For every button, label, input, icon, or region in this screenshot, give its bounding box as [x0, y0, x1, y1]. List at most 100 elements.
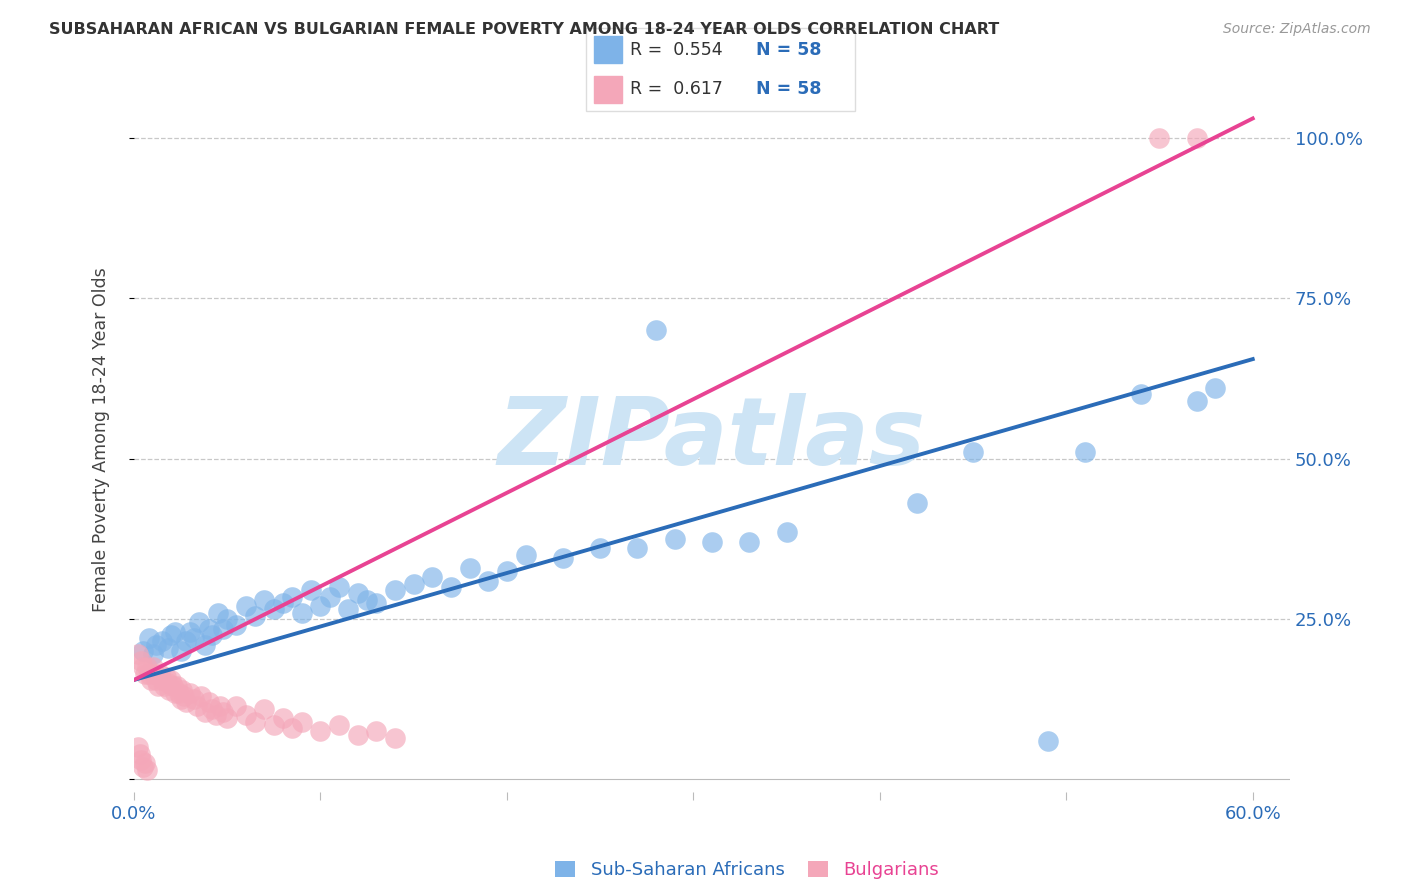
Point: [217, 711, 239, 725]
Text: N = 58: N = 58: [756, 41, 821, 59]
FancyBboxPatch shape: [586, 28, 855, 111]
Text: R =  0.617: R = 0.617: [630, 80, 723, 98]
Point: [163, 686, 186, 700]
Point: [201, 628, 224, 642]
Point: [384, 583, 406, 598]
Text: R =  0.554: R = 0.554: [630, 41, 723, 59]
Point: [235, 599, 257, 614]
Point: [645, 323, 668, 337]
Point: [309, 724, 332, 739]
Point: [440, 580, 463, 594]
Y-axis label: Female Poverty Among 18-24 Year Olds: Female Poverty Among 18-24 Year Olds: [93, 267, 110, 612]
Point: [179, 624, 201, 639]
Point: [163, 624, 186, 639]
Point: [212, 705, 235, 719]
Point: [253, 702, 276, 716]
Point: [152, 680, 174, 694]
Point: [143, 666, 166, 681]
Point: [212, 622, 235, 636]
Point: [172, 682, 194, 697]
Point: [188, 615, 211, 630]
Point: [281, 590, 304, 604]
Point: [217, 612, 239, 626]
Point: [131, 654, 153, 668]
Point: [160, 673, 183, 687]
Point: [243, 608, 266, 623]
Point: [166, 680, 188, 694]
Point: [291, 714, 314, 729]
Point: [201, 702, 224, 716]
Point: [319, 590, 342, 604]
Point: [589, 541, 612, 556]
Point: [162, 680, 184, 694]
Point: [142, 660, 165, 674]
Point: [738, 535, 761, 549]
Point: [128, 747, 150, 761]
Point: [328, 718, 350, 732]
Point: [138, 632, 160, 646]
Point: [136, 763, 159, 777]
Point: [155, 670, 177, 684]
Point: [205, 708, 228, 723]
Point: [127, 648, 149, 662]
Point: [366, 724, 388, 739]
Point: [1204, 381, 1226, 395]
Point: [1129, 387, 1152, 401]
Text: N = 58: N = 58: [756, 80, 821, 98]
Point: [962, 445, 984, 459]
Point: [174, 695, 197, 709]
Point: [156, 676, 179, 690]
Point: [149, 666, 172, 681]
Point: [173, 689, 195, 703]
Point: [225, 698, 247, 713]
Point: [127, 740, 149, 755]
Point: [905, 496, 928, 510]
Point: [174, 634, 197, 648]
Point: [169, 692, 191, 706]
Point: [626, 541, 648, 556]
Point: [131, 753, 153, 767]
Point: [183, 632, 205, 646]
Point: [328, 580, 350, 594]
Point: [157, 682, 180, 697]
Point: [291, 606, 314, 620]
Point: [186, 698, 208, 713]
FancyBboxPatch shape: [595, 76, 621, 103]
Point: [366, 596, 388, 610]
Point: [145, 638, 167, 652]
Point: [134, 666, 156, 681]
Point: [136, 660, 159, 674]
Point: [145, 673, 167, 687]
Point: [515, 548, 537, 562]
Point: [225, 618, 247, 632]
Point: [263, 718, 285, 732]
Point: [402, 576, 425, 591]
Point: [150, 673, 173, 687]
Point: [156, 640, 179, 655]
Point: [1185, 130, 1208, 145]
Point: [309, 599, 332, 614]
Point: [337, 602, 360, 616]
Text: Bulgarians: Bulgarians: [844, 861, 939, 879]
Point: [384, 731, 406, 745]
Point: [194, 638, 217, 652]
Point: [235, 708, 257, 723]
Point: [167, 686, 190, 700]
Point: [420, 570, 443, 584]
Point: [132, 644, 155, 658]
Point: [138, 666, 160, 681]
Point: [1074, 445, 1097, 459]
Point: [700, 535, 723, 549]
Point: [1036, 734, 1059, 748]
Point: [477, 574, 499, 588]
Point: [190, 689, 212, 703]
Point: [243, 714, 266, 729]
Point: [207, 606, 229, 620]
Point: [299, 583, 322, 598]
Point: [775, 525, 797, 540]
Point: [142, 648, 165, 662]
Point: [271, 596, 294, 610]
Point: [1185, 393, 1208, 408]
Point: [160, 628, 183, 642]
Point: [356, 592, 378, 607]
